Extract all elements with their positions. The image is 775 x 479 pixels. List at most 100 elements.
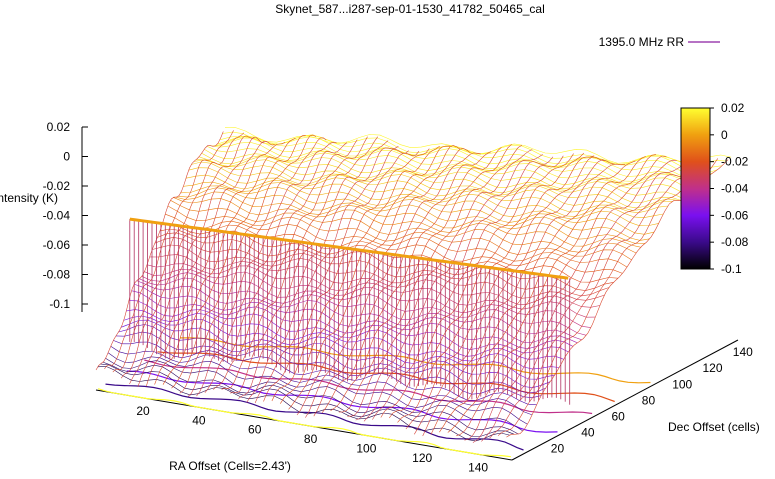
- surface-row: [110, 346, 533, 416]
- colorbar-tick-label: -0.06: [721, 208, 749, 222]
- surface-row: [120, 319, 551, 389]
- surface-row: [178, 187, 650, 241]
- surface-row: [107, 352, 528, 425]
- surface-row: [123, 315, 555, 380]
- surface-column: [229, 140, 389, 394]
- x-tick-label: 60: [248, 423, 262, 437]
- surface-column: [246, 148, 409, 403]
- surface-row: [157, 232, 614, 291]
- x-tick-label: 40: [192, 413, 206, 427]
- y-tick-label: 60: [612, 410, 626, 424]
- contour-line: [144, 359, 593, 415]
- surface-row: [131, 290, 569, 354]
- surface-column: [456, 155, 667, 437]
- z-tick-label: -0.1: [49, 297, 70, 311]
- legend-label: 1395.0 MHz RR: [599, 35, 685, 49]
- surface-column: [146, 141, 286, 387]
- z-axis-label: Intensity (K): [0, 191, 58, 205]
- surface-column: [171, 134, 317, 389]
- surface-row: [149, 254, 600, 308]
- x-axis: RA Offset (Cells=2.43') 20 40 60 80 100 120 14…: [136, 404, 488, 474]
- surface-row: [160, 228, 619, 283]
- surface-row: [175, 191, 646, 244]
- surface-row: [214, 135, 714, 180]
- colorbar-rect: [680, 107, 711, 270]
- surface-column: [271, 145, 440, 402]
- surface-column: [447, 154, 657, 433]
- surface-column: [280, 145, 450, 404]
- surface-row: [133, 283, 573, 350]
- colorbar-tick-label: -0.02: [721, 155, 749, 169]
- surface-column: [355, 154, 543, 421]
- surface-row: [118, 324, 546, 394]
- z-tick-label: 0: [63, 150, 70, 164]
- surface-row: [167, 205, 632, 261]
- surface-row: [172, 197, 641, 248]
- surface-row: [170, 200, 637, 254]
- x-tick-label: 80: [304, 432, 318, 446]
- base-right-edge: [511, 339, 739, 461]
- x-tick-label: 100: [356, 442, 376, 456]
- surface-column: [187, 141, 337, 397]
- chart-title: Skynet_587...i287-sep-01-1530_41782_5046…: [275, 2, 545, 16]
- surface-column: [221, 136, 379, 390]
- surface-edge-wall: [129, 217, 571, 405]
- surface-column: [397, 155, 595, 423]
- x-axis-label: RA Offset (Cells=2.43'): [169, 459, 291, 473]
- z-tick-label: -0.02: [43, 179, 71, 193]
- surface-row: [206, 145, 700, 186]
- surface-mesh: [95, 127, 732, 443]
- surface-row: [188, 167, 668, 214]
- x-tick-label: 120: [412, 451, 432, 465]
- surface-column: [472, 162, 688, 443]
- surface-column: [179, 137, 327, 394]
- surface-column: [347, 149, 533, 417]
- colorbar-tick-label: -0.08: [721, 235, 749, 249]
- y-tick-label: 100: [672, 377, 692, 391]
- y-tick-label: 140: [733, 345, 753, 359]
- y-axis: Dec Offset (cells) 20 40 60 80 100 120 140: [551, 345, 760, 456]
- edge-wall-top: [129, 217, 569, 280]
- colorbar-tick-label: 0: [721, 128, 728, 142]
- surface-column: [464, 159, 677, 441]
- contour-line: [97, 388, 511, 458]
- surface-column: [254, 151, 420, 404]
- colorbar-tick-label: -0.04: [721, 182, 749, 196]
- surface-column: [104, 130, 234, 370]
- z-axis: Intensity (K) 0.02 0 -0.02 -0.04 -0.06 -0.08 -…: [0, 120, 88, 312]
- z-tick-label: -0.04: [43, 209, 71, 223]
- surface-row: [211, 137, 709, 180]
- y-tick-label: 20: [551, 442, 565, 456]
- surface-column: [481, 162, 698, 442]
- surface-column: [154, 137, 296, 385]
- x-tick-label: 140: [468, 460, 488, 474]
- surface-row: [222, 131, 727, 166]
- surface-row: [193, 159, 677, 209]
- surface-row: [162, 222, 623, 274]
- surface-row: [196, 159, 682, 203]
- surface-row: [204, 149, 696, 192]
- surface-row: [165, 213, 628, 268]
- surface-row: [209, 141, 705, 182]
- surface-row: [97, 366, 510, 442]
- surface-column: [296, 148, 471, 416]
- surface-row: [217, 136, 718, 176]
- surface-column: [439, 156, 646, 433]
- surface-column: [330, 144, 512, 411]
- surface-row: [100, 363, 515, 437]
- z-tick-label: -0.06: [43, 238, 71, 252]
- surface-column: [238, 146, 399, 399]
- surface-row: [115, 331, 542, 399]
- surface-column: [405, 156, 605, 430]
- colorbar: 0.02 0 -0.02 -0.04 -0.06 -0.08 -0.1: [680, 101, 749, 276]
- surface-row: [185, 174, 664, 219]
- surface-row: [180, 185, 655, 235]
- surface-row: [191, 161, 673, 211]
- surface-column: [388, 152, 585, 419]
- colorbar-tick-label: -0.1: [721, 262, 742, 276]
- surface-row: [102, 361, 519, 435]
- surface-column: [430, 160, 636, 435]
- x-tick-label: 20: [136, 404, 150, 418]
- z-tick-label: 0.02: [47, 120, 71, 134]
